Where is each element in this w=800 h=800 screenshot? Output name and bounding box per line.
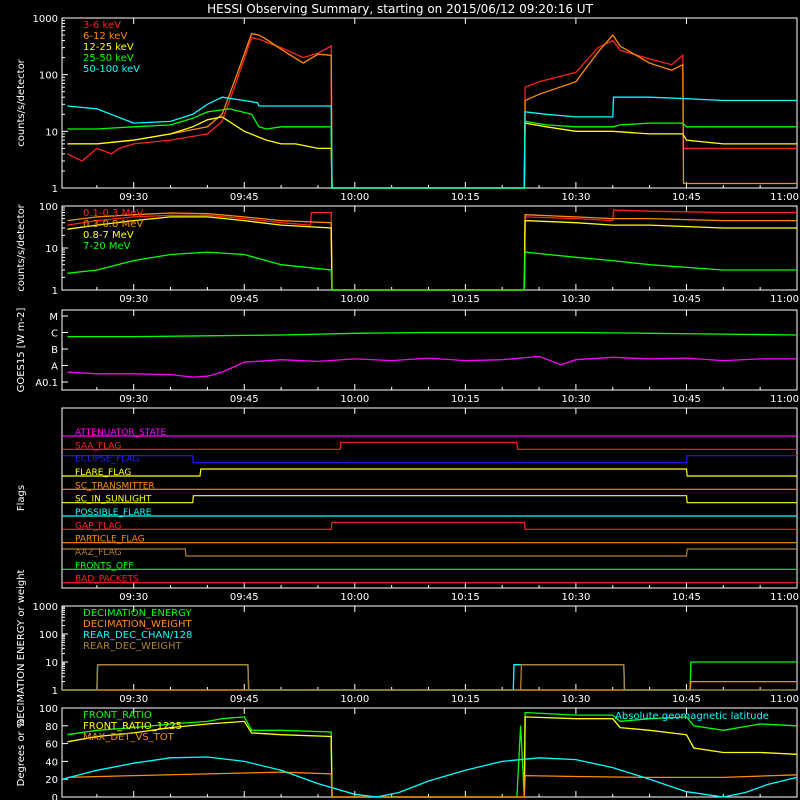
- flag-label: PARTICLE_FLAG: [75, 535, 145, 545]
- legend-entry: 7-20 MeV: [83, 241, 131, 252]
- x-tick-label: 09:45: [230, 294, 259, 305]
- x-tick-label: 10:30: [561, 192, 590, 203]
- x-tick-label: 10:45: [672, 394, 701, 405]
- y-tick-label: 10: [45, 127, 58, 138]
- x-tick-label: 10:00: [340, 294, 369, 305]
- legend-entry: FRONT_RATIO_1225: [83, 721, 182, 732]
- x-tick-label: 10:30: [561, 294, 590, 305]
- x-tick-label: 10:45: [672, 592, 701, 603]
- y-tick-label: 100: [39, 630, 58, 641]
- x-tick-label: 10:15: [451, 694, 480, 705]
- y-tick-label: 40: [45, 757, 58, 768]
- y-tick-label: 20: [45, 775, 58, 786]
- y-tick-label: A0.1: [35, 378, 58, 389]
- legend-entry: DECIMATION_WEIGHT: [83, 619, 192, 630]
- x-tick-label: 09:30: [119, 294, 148, 305]
- x-tick-label: 09:45: [230, 192, 259, 203]
- y-tick-label: 60: [45, 740, 58, 751]
- x-tick-label: 09:30: [119, 192, 148, 203]
- legend-entry: FRONT_RATIO: [83, 710, 152, 721]
- flag-label: AAZ_FLAG: [75, 548, 122, 558]
- flag-label: FLARE_FLAG: [75, 468, 131, 478]
- y-tick-label: M: [49, 312, 58, 323]
- y-tick-label: B: [51, 345, 58, 356]
- legend-entry: 50-100 keV: [83, 64, 140, 75]
- legend-annotation: Absolute geomagnetic latitude: [615, 711, 769, 722]
- y-axis-label: DECIMATION ENERGY or weight: [16, 569, 27, 726]
- y-axis-label: counts/s/detector: [16, 203, 27, 291]
- flag-label: ATTENUATOR_STATE: [75, 428, 167, 438]
- y-tick-label: 1000: [33, 602, 58, 613]
- legend-entry: 6-12 keV: [83, 31, 127, 42]
- y-tick-label: 1: [52, 286, 58, 297]
- x-tick-label: 11:00: [770, 694, 799, 705]
- x-tick-label: 10:45: [672, 192, 701, 203]
- x-tick-label: 11:00: [770, 592, 799, 603]
- legend-entry: DECIMATION_ENERGY: [83, 608, 192, 619]
- y-tick-label: 1000: [33, 14, 58, 25]
- flag-label: BAD_PACKETS: [75, 575, 139, 585]
- y-tick-label: 1: [52, 686, 58, 697]
- flag-label: ECLIPSE_FLAG: [75, 455, 139, 465]
- flag-label: FRONTS_OFF: [75, 561, 133, 571]
- figure-title: HESSI Observing Summary, starting on 201…: [207, 2, 593, 16]
- y-axis-label: counts/s/detector: [16, 58, 27, 146]
- x-tick-label: 10:15: [451, 592, 480, 603]
- x-tick-label: 09:30: [119, 394, 148, 405]
- legend-entry: MAX_DET_VS_TOT: [83, 732, 175, 743]
- x-tick-label: 09:45: [230, 694, 259, 705]
- x-tick-label: 10:45: [672, 294, 701, 305]
- x-tick-label: 09:45: [230, 592, 259, 603]
- x-tick-label: 10:15: [451, 192, 480, 203]
- x-tick-label: 10:30: [561, 592, 590, 603]
- x-tick-label: 10:45: [672, 694, 701, 705]
- x-tick-label: 10:00: [340, 192, 369, 203]
- x-tick-label: 10:15: [451, 394, 480, 405]
- flag-label: SC_IN_SUNLIGHT: [75, 495, 152, 505]
- y-tick-label: 100: [39, 71, 58, 82]
- x-tick-label: 10:00: [340, 592, 369, 603]
- y-tick-label: 10: [45, 658, 58, 669]
- x-tick-label: 10:30: [561, 694, 590, 705]
- x-tick-label: 11:00: [770, 394, 799, 405]
- legend-entry: 0.1-0.3 MeV: [83, 208, 143, 219]
- x-tick-label: 10:00: [340, 394, 369, 405]
- y-tick-label: 10: [45, 244, 58, 255]
- flag-label: SC_TRANSMITTER: [75, 481, 155, 491]
- flag-label: SAA_FLAG: [75, 441, 121, 451]
- x-tick-label: 09:30: [119, 694, 148, 705]
- flag-label: POSSIBLE_FLARE: [75, 508, 152, 518]
- x-tick-label: 10:30: [561, 394, 590, 405]
- y-tick-label: 1: [52, 184, 58, 195]
- x-tick-label: 09:45: [230, 394, 259, 405]
- y-tick-label: 80: [45, 722, 58, 733]
- y-axis-label: Degrees or %: [16, 719, 27, 787]
- legend-entry: 0.8-7 MeV: [83, 230, 134, 241]
- x-tick-label: 11:00: [770, 192, 799, 203]
- legend-entry: 12-25 keV: [83, 42, 134, 53]
- y-axis-label: GOES15 [W m-2]: [16, 308, 27, 393]
- y-tick-label: 100: [39, 704, 58, 715]
- x-tick-label: 11:00: [770, 294, 799, 305]
- legend-entry: 0.3-0.8 MeV: [83, 219, 143, 230]
- x-tick-label: 09:30: [119, 592, 148, 603]
- x-tick-label: 10:15: [451, 294, 480, 305]
- y-axis-label: Flags: [16, 485, 27, 511]
- y-tick-label: A: [51, 362, 58, 373]
- legend-entry: REAR_DEC_WEIGHT: [83, 641, 182, 652]
- y-tick-label: 0: [52, 793, 58, 800]
- y-tick-label: C: [51, 329, 58, 340]
- x-tick-label: 10:00: [340, 694, 369, 705]
- y-tick-label: 100: [39, 202, 58, 213]
- flag-label: GAP_FLAG: [75, 521, 121, 531]
- legend-entry: REAR_DEC_CHAN/128: [83, 630, 192, 641]
- legend-entry: 3-6 keV: [83, 20, 121, 31]
- legend-entry: 25-50 keV: [83, 53, 134, 64]
